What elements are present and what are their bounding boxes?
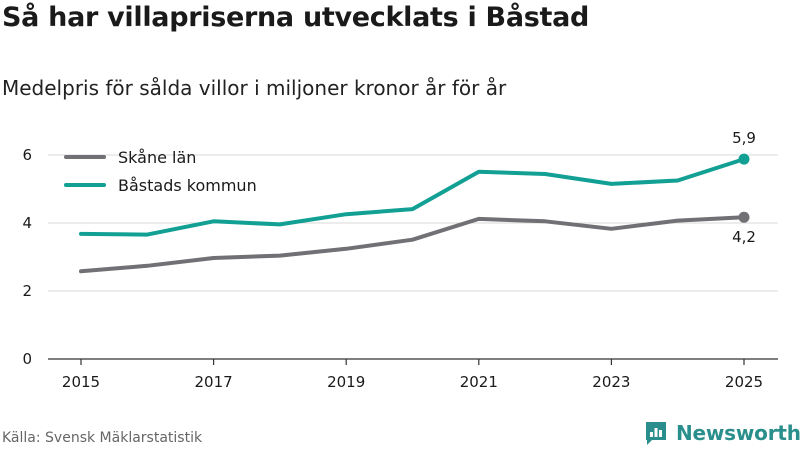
chart-title: Så har villapriserna utvecklats i Båstad: [2, 2, 590, 33]
newsworthy-logo-icon: [646, 422, 666, 445]
legend-label: Båstads kommun: [118, 176, 257, 195]
chart-subtitle: Medelpris för sålda villor i miljoner kr…: [2, 76, 507, 100]
x-tick-label: 2019: [327, 373, 365, 391]
x-tick-label: 2021: [460, 373, 498, 391]
series-line-skane-lan: [79, 215, 746, 274]
x-tick-label: 2017: [195, 373, 233, 391]
x-tick-label: 2025: [725, 373, 763, 391]
series-end-label: 4,2: [732, 228, 756, 246]
x-tick-label: 2015: [62, 373, 100, 391]
series-lines: 4,2 5,9: [79, 129, 756, 274]
brand-name: Newsworthy: [676, 421, 800, 445]
brand-logo: Newsworthy: [644, 420, 800, 446]
series-end-marker: [738, 211, 750, 223]
y-tick-label: 4: [22, 214, 32, 232]
x-tick-label: 2023: [592, 373, 630, 391]
y-tick-label: 0: [22, 350, 32, 368]
y-tick-label: 2: [22, 282, 32, 300]
legend-label: Skåne län: [118, 148, 196, 167]
y-tick-label: 6: [22, 146, 32, 164]
source-note: Källa: Svensk Mäklarstatistik: [2, 430, 203, 446]
series-line-bastads-kommun: [79, 157, 746, 237]
x-axis: 2015 2017 2019 2021 2023 2025: [48, 358, 778, 391]
series-end-marker: [738, 153, 750, 165]
legend: Skåne län Båstads kommun: [64, 148, 257, 195]
series-end-label: 5,9: [732, 129, 756, 147]
